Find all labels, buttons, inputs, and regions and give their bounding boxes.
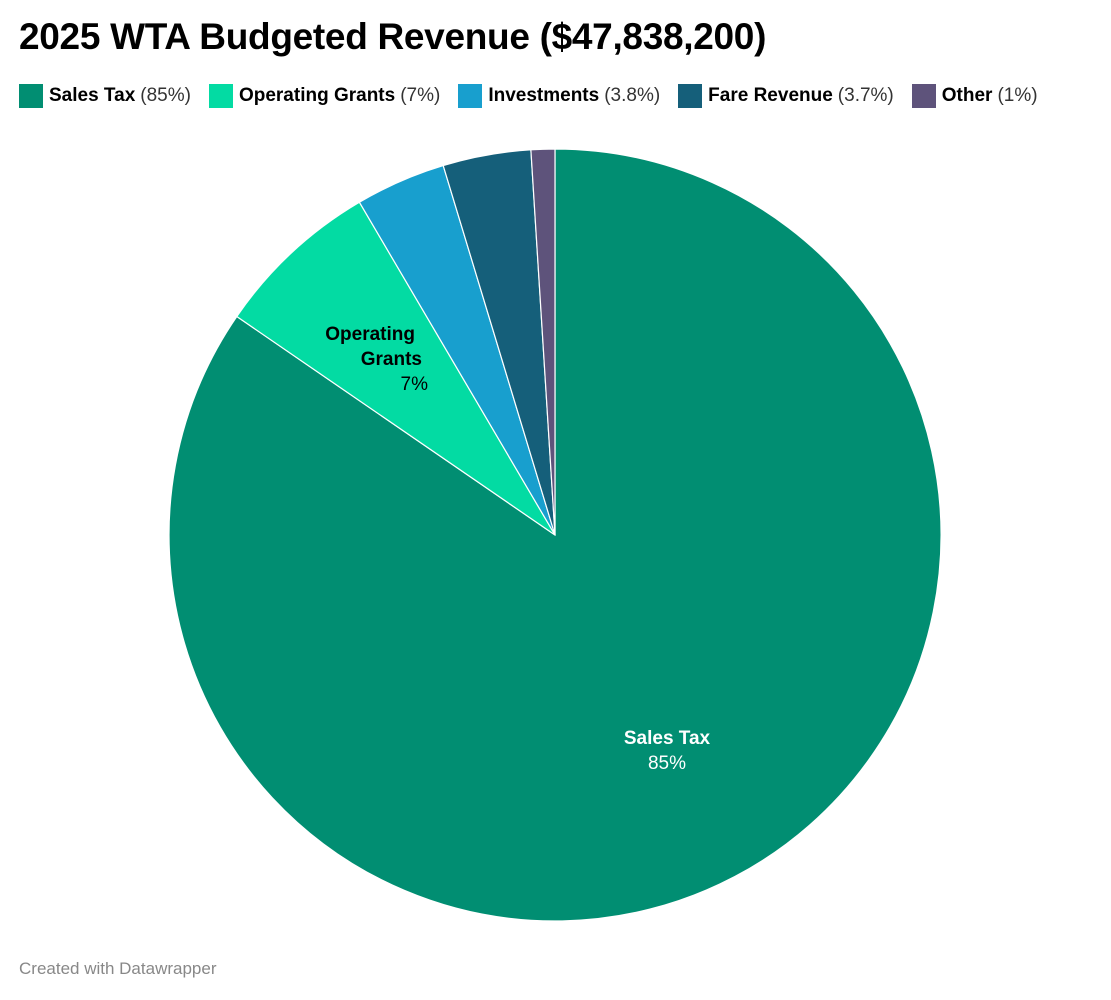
legend-label: Other: [941, 85, 993, 106]
legend-percent: (1%): [997, 85, 1038, 106]
slice-label-name: Grants: [361, 349, 422, 370]
legend-item-sales-tax: Sales Tax (85%): [19, 84, 191, 108]
slice-label-operating-grants: Operating Grants 7%: [325, 324, 428, 395]
pie-slices: [168, 148, 942, 922]
legend-percent: (3.7%): [837, 85, 894, 106]
legend-swatch: [19, 84, 43, 108]
legend-swatch: [458, 84, 483, 108]
legend-percent: (3.8%): [604, 85, 661, 106]
pie-slice-other: [530, 148, 556, 536]
legend-swatch: [678, 84, 703, 108]
legend-label: Fare Revenue: [708, 85, 833, 106]
slice-label-name: Operating: [325, 324, 415, 345]
slice-label-name: Sales Tax: [624, 728, 711, 749]
slice-label-value: 7%: [401, 374, 429, 395]
footer-credit: Created with Datawrapper: [19, 959, 217, 978]
legend-item-other: Other (1%): [911, 84, 1038, 108]
pie-slice-operating-grants: [235, 201, 556, 536]
legend-item-investments: Investments (3.8%): [458, 84, 660, 108]
legend-percent: (85%): [140, 85, 191, 106]
slice-label-value: 85%: [648, 753, 686, 774]
legend-item-fare-revenue: Fare Revenue (3.7%): [678, 84, 894, 108]
legend-percent: (7%): [400, 85, 441, 106]
legend-swatch: [208, 84, 233, 108]
slice-label-sales-tax: Sales Tax 85%: [624, 728, 711, 774]
legend-label: Investments: [488, 85, 600, 106]
legend-swatch: [911, 84, 936, 108]
legend-label: Operating Grants: [238, 85, 396, 106]
legend-item-operating-grants: Operating Grants (7%): [208, 84, 441, 108]
legend-label: Sales Tax: [49, 85, 136, 106]
legend: Sales Tax (85%) Operating Grants (7%) In…: [19, 84, 1056, 108]
chart-title: 2025 WTA Budgeted Revenue ($47,838,200): [19, 16, 767, 57]
